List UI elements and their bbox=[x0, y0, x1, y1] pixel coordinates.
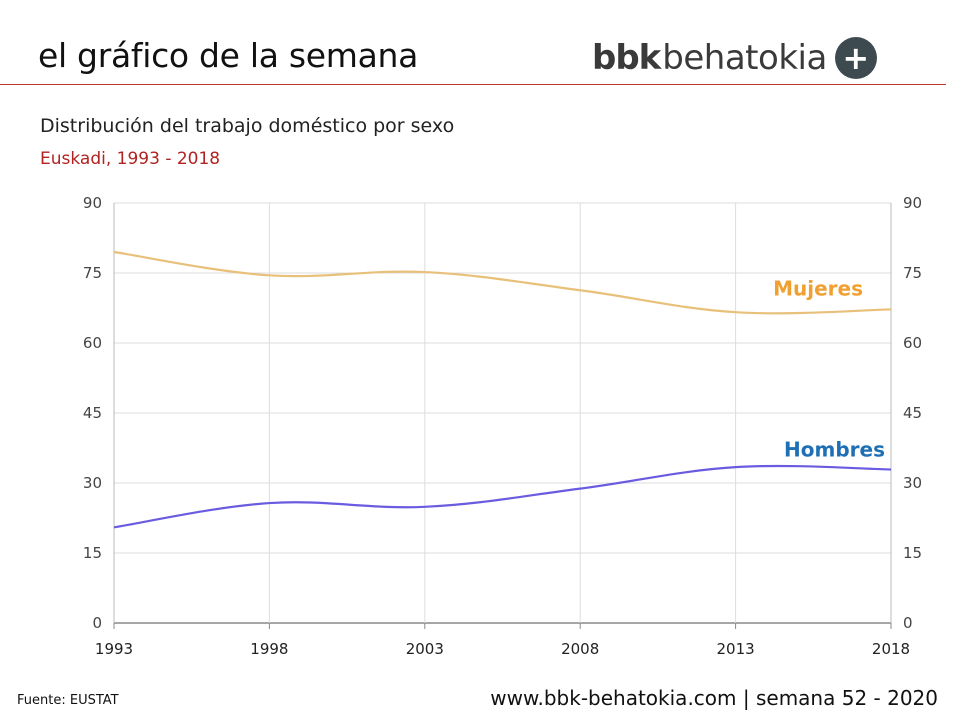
brand-light-text: behatokia bbox=[662, 38, 827, 78]
plus-icon: + bbox=[834, 37, 877, 79]
x-tick-label: 1998 bbox=[250, 640, 288, 658]
x-tick-label: 2008 bbox=[561, 640, 599, 658]
chart-subtitle: Distribución del trabajo doméstico por s… bbox=[40, 115, 455, 137]
series-line-mujeres bbox=[113, 250, 892, 315]
y-tick-label-right: 60 bbox=[903, 334, 922, 352]
chart-region: Euskadi, 1993 - 2018 bbox=[40, 149, 221, 169]
y-tick-label-left: 45 bbox=[83, 404, 102, 422]
page-title: el gráfico de la semana bbox=[38, 36, 419, 75]
y-tick-label-right: 75 bbox=[903, 264, 922, 282]
y-tick-label-left: 75 bbox=[83, 264, 102, 282]
x-tick-label: 2013 bbox=[717, 640, 755, 658]
y-tick-label-left: 0 bbox=[92, 614, 102, 632]
y-tick-label-right: 0 bbox=[903, 614, 913, 632]
x-tick-label: 2003 bbox=[406, 640, 444, 658]
x-tick-label: 2018 bbox=[872, 640, 910, 658]
footer-site: www.bbk-behatokia.com | semana 52 - 2020 bbox=[490, 686, 938, 710]
brand-logo: bbk behatokia + bbox=[592, 34, 877, 82]
y-tick-label-right: 45 bbox=[903, 404, 922, 422]
y-tick-label-left: 90 bbox=[83, 194, 102, 212]
series-line-hombres bbox=[113, 464, 892, 529]
y-tick-label-right: 15 bbox=[903, 544, 922, 562]
series-label-mujeres: Mujeres bbox=[773, 276, 863, 300]
x-tick-label: 1993 bbox=[95, 640, 133, 658]
y-tick-label-left: 30 bbox=[83, 474, 102, 492]
source-note: Fuente: EUSTAT bbox=[17, 693, 119, 708]
series-label-hombres: Hombres bbox=[784, 437, 885, 461]
y-tick-label-right: 30 bbox=[903, 474, 922, 492]
header-divider bbox=[0, 84, 946, 85]
y-tick-label-left: 60 bbox=[83, 334, 102, 352]
y-tick-label-left: 15 bbox=[83, 544, 102, 562]
y-tick-label-right: 90 bbox=[903, 194, 922, 212]
brand-bold-text: bbk bbox=[592, 38, 661, 78]
